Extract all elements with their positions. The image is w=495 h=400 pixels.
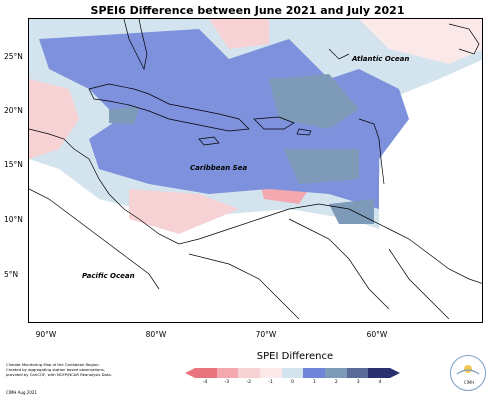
cimh-logo: CIMH bbox=[450, 355, 486, 391]
label-pacific-ocean: Pacific Ocean bbox=[82, 272, 135, 280]
colorbar-arrow-left bbox=[185, 368, 195, 378]
colorbar-segment bbox=[216, 368, 239, 378]
lon-label-80w: 80°W bbox=[145, 330, 167, 339]
colorbar-segment bbox=[346, 368, 369, 378]
lat-label-20n: 20°N bbox=[4, 106, 23, 115]
lat-label-15n: 15°N bbox=[4, 160, 23, 169]
footer-line-2: Created by aggregating station based obs… bbox=[6, 367, 105, 372]
colorbar-tick-label: -1 bbox=[268, 380, 273, 385]
colorbar-tick-label: 1 bbox=[312, 380, 316, 385]
legend-title: SPEI Difference bbox=[256, 351, 334, 362]
colorbar-segment bbox=[281, 368, 304, 378]
colorbar-tick-label: 4 bbox=[378, 380, 382, 385]
footer-credit: CIMH Aug 2021 bbox=[6, 390, 37, 395]
lat-label-5n: 5°N bbox=[4, 270, 19, 279]
lat-label-10n: 10°N bbox=[4, 215, 23, 224]
map-title: SPEI6 Difference between June 2021 and J… bbox=[90, 4, 405, 17]
footer-line-1: Climate Monitoring Map of the Caribbean … bbox=[6, 362, 100, 367]
logo-sun-icon bbox=[456, 365, 480, 375]
lon-label-60w: 60°W bbox=[366, 330, 388, 339]
colorbar-tick-label: -3 bbox=[224, 380, 230, 385]
colorbar-segment bbox=[195, 368, 218, 378]
colorbar-tick-label: 2 bbox=[334, 380, 338, 385]
map-area bbox=[28, 18, 483, 323]
label-caribbean-sea: Caribbean Sea bbox=[190, 164, 248, 172]
logo-text: CIMH bbox=[463, 380, 475, 385]
lat-label-25n: 25°N bbox=[4, 52, 23, 61]
spei-map bbox=[29, 19, 482, 322]
colorbar-tick-label: 0 bbox=[291, 380, 294, 385]
colorbar-segment bbox=[368, 368, 391, 378]
footer-line-3: provided by CariCOF, with NCEP/NCAR Rean… bbox=[6, 372, 112, 377]
colorbar-segment bbox=[325, 368, 348, 378]
colorbar-arrow-right bbox=[390, 368, 400, 378]
footer-note: Climate Monitoring Map of the Caribbean … bbox=[6, 362, 156, 377]
colorbar-segment bbox=[260, 368, 283, 378]
colorbar-tick-label: -2 bbox=[246, 380, 252, 385]
colorbar-tick-label: -4 bbox=[202, 380, 208, 385]
colorbar-segment bbox=[303, 368, 326, 378]
colorbar-segment bbox=[238, 368, 261, 378]
lon-label-70w: 70°W bbox=[255, 330, 277, 339]
colorbar-tick-label: 3 bbox=[356, 380, 360, 385]
lon-label-90w: 90°W bbox=[35, 330, 57, 339]
label-atlantic-ocean: Atlantic Ocean bbox=[352, 55, 410, 63]
